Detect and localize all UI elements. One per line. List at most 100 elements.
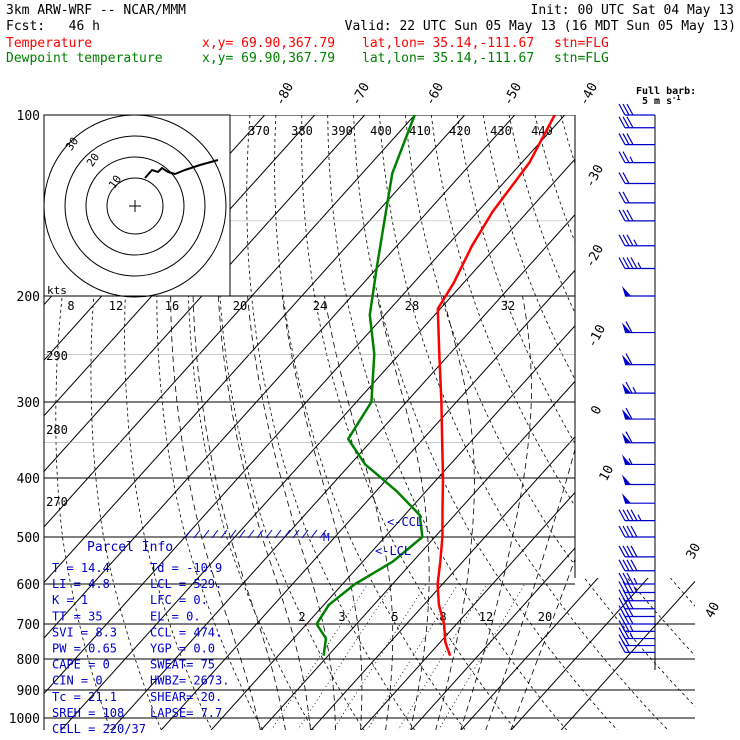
parcel-info-left: TT = 35 (52, 609, 103, 623)
mixing-ratio-label: 3 (338, 610, 345, 624)
wind-barbs (618, 103, 655, 653)
theta-label: 380 (291, 124, 313, 138)
dry-adiabat (456, 115, 695, 730)
hatch-mark (310, 529, 318, 539)
isotherm-line (44, 115, 501, 730)
temperature-line (436, 115, 556, 657)
hodograph-ring (106, 177, 164, 235)
wind-barb (622, 407, 655, 420)
dry-adiabat (156, 115, 264, 730)
isotherm-line (401, 115, 695, 730)
barb-full (626, 572, 634, 585)
speed-tick-label: 16 (165, 299, 179, 313)
hatch-mark (202, 529, 210, 539)
barb-full (625, 407, 633, 420)
parcel-m-marker: M (323, 531, 330, 544)
legend-dewpoint-latlon: lat,lon= 35.14,-111.67 (362, 51, 535, 66)
barb-full (626, 116, 634, 129)
speed-tick-label: 32 (501, 299, 515, 313)
isotherm-line (301, 115, 695, 730)
wind-barb (622, 454, 655, 466)
mixing-ratio-label: 20 (538, 610, 552, 624)
barb-full (622, 234, 630, 247)
barb-full (625, 431, 633, 444)
barb-full (630, 559, 638, 572)
barb-half (629, 632, 634, 639)
isotherm-label: 0 (588, 403, 605, 417)
pressure-tick-label: 1000 (9, 712, 40, 727)
barb-full (622, 172, 630, 184)
legend-temperature-latlon: lat,lon= 35.14,-111.67 (362, 36, 535, 51)
forecast-label: Fcst: 46 h (6, 19, 100, 34)
pressure-tick-label: 200 (17, 290, 40, 305)
barb-full (622, 209, 630, 222)
hodograph-units: kts (47, 284, 67, 297)
isotherm-line (44, 115, 351, 730)
dewpoint-line (315, 115, 424, 656)
wind-barb (618, 234, 655, 247)
legend-dewpoint-xy: x,y= 69.90,367.79 (202, 51, 336, 66)
barb-half (633, 239, 638, 247)
hatch-mark (301, 529, 309, 539)
barb-full (625, 321, 633, 333)
barb-full (618, 559, 626, 572)
barb-full (630, 545, 638, 558)
barb-full (618, 257, 626, 269)
speed-tick-label: 12 (109, 299, 123, 313)
isotherm-label: 10 (597, 463, 618, 484)
pressure-tick-label: 300 (17, 396, 40, 411)
parcel-info-title: Parcel Info (87, 540, 173, 555)
parcel-info-right: YGP = 0.0 (150, 642, 215, 656)
dry-adiabat (187, 115, 315, 730)
dry-adiabat (586, 115, 695, 730)
hatch-mark (283, 529, 291, 539)
init-time: Init: 00 UTC Sat 04 May 13 (530, 3, 735, 18)
wind-barb (622, 381, 655, 394)
moist-adiabat (324, 295, 394, 730)
wind-barb (622, 493, 655, 504)
mixing-ratio-line (332, 583, 427, 730)
wind-barb (622, 286, 655, 297)
ccl-marker: <-CCL (387, 515, 423, 529)
isotherm-label: -40 (577, 80, 601, 108)
dry-adiabat (246, 115, 416, 730)
barb-full (618, 612, 626, 625)
hatch-mark (238, 529, 246, 539)
moist-adiabat (170, 296, 261, 730)
barb-full (625, 353, 633, 365)
hatch-mark (220, 529, 228, 539)
theta-label: 390 (331, 124, 353, 138)
isotherm-line (551, 115, 695, 730)
dry-adiabat (55, 115, 112, 730)
isotherm-line (501, 115, 695, 730)
wind-barb (618, 151, 655, 164)
lcl-marker: <-LCL (375, 544, 411, 558)
barb-full (626, 234, 634, 247)
parcel-info-right: LCL = 529. (150, 577, 222, 591)
moist-adiabat (281, 295, 363, 730)
parcel-info-left: Tc = 21.1 (52, 690, 117, 704)
parcel-info-right: HWBZ= 2673. (150, 674, 229, 688)
dry-adiabat (353, 115, 619, 730)
barb-full (626, 209, 634, 222)
barb-full (622, 257, 630, 269)
model-title: 3km ARW-WRF -- NCAR/MMM (6, 3, 187, 18)
wind-barb (622, 431, 655, 444)
isotherm-label: 30 (684, 541, 705, 562)
pressure-tick-label: 800 (17, 653, 40, 668)
barb-full (622, 191, 630, 204)
hodograph-trace (144, 159, 219, 179)
parcel-info-right: LAPSE= 7.7 (150, 706, 222, 720)
wind-barb (618, 133, 655, 146)
parcel-info-right: CCL = 474. (150, 625, 222, 639)
hatch-mark (229, 529, 237, 539)
barb-full (630, 257, 638, 269)
pressure-tick-label: 400 (17, 472, 40, 487)
barb-full (618, 133, 626, 145)
fcst-value: 46 h (68, 19, 100, 34)
parcel-info-right: LFC = 0. (150, 593, 208, 607)
barb-key-units: 5 m s (642, 96, 672, 107)
dry-adiabat (301, 115, 517, 730)
